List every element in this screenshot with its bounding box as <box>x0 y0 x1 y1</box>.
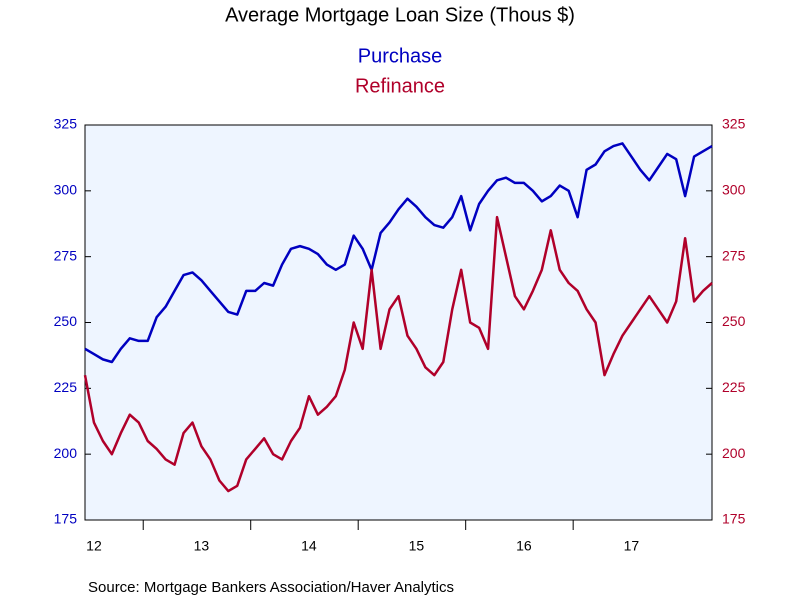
x-tick-label: 13 <box>194 538 210 554</box>
y2-tick-label: 225 <box>722 379 746 395</box>
y2-tick-label: 300 <box>722 182 746 198</box>
plot-area <box>84 124 713 521</box>
x-tick-label: 14 <box>301 538 317 554</box>
y2-tick-label: 275 <box>722 247 746 263</box>
chart-title: Average Mortgage Loan Size (Thous $) <box>225 4 575 26</box>
legend-label: Refinance <box>355 75 445 97</box>
y-tick-label: 250 <box>54 313 78 329</box>
series-line <box>83 215 713 493</box>
y2-tick-label: 250 <box>722 313 746 329</box>
y2-tick-label: 200 <box>722 445 746 461</box>
y2-tick-label: 325 <box>722 116 746 132</box>
y-tick-label: 275 <box>54 247 78 263</box>
y2-tick-label: 175 <box>722 511 746 527</box>
y-tick-label: 225 <box>54 379 78 395</box>
y-tick-label: 325 <box>54 116 78 132</box>
series-line <box>84 142 713 364</box>
x-tick-label: 15 <box>409 538 425 554</box>
y-tick-label: 300 <box>54 182 78 198</box>
x-tick-label: 12 <box>86 538 102 554</box>
legend-label: Purchase <box>358 45 443 67</box>
source-note: Source: Mortgage Bankers Association/Hav… <box>88 579 454 596</box>
x-tick-label: 16 <box>516 538 532 554</box>
y-tick-label: 200 <box>54 445 78 461</box>
x-tick-label: 17 <box>624 538 640 554</box>
y-tick-label: 175 <box>54 511 78 527</box>
